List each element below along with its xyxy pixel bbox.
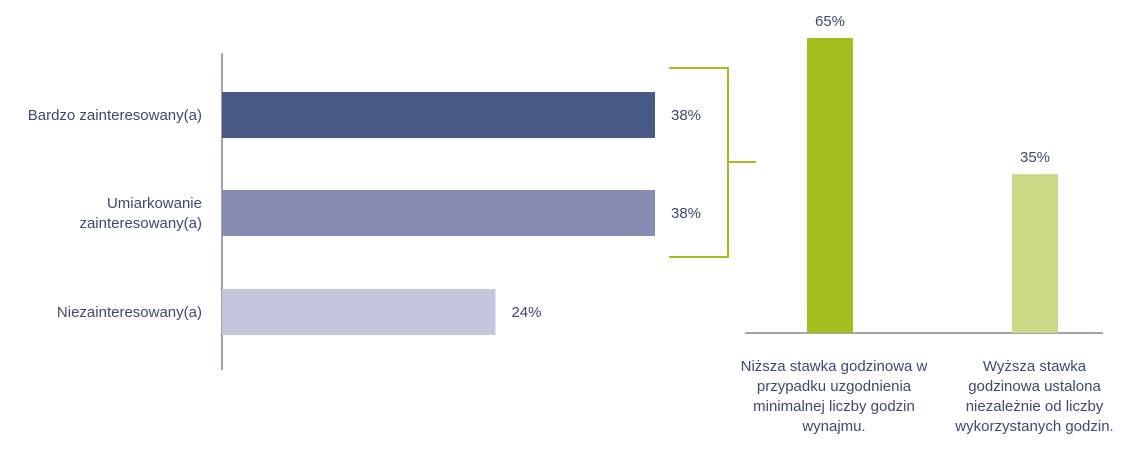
vertical-bar-0 — [807, 38, 853, 333]
horizontal-bar-2 — [222, 289, 496, 335]
horizontal-bar-1 — [222, 190, 655, 236]
horizontal-bar-0 — [222, 92, 655, 138]
horizontal-value-label-2: 24% — [511, 304, 541, 321]
horizontal-value-label-0: 38% — [671, 107, 701, 124]
horizontal-category-label-1-line-1: zainteresowany(a) — [79, 215, 202, 232]
horizontal-category-label-1-line-0: Umiarkowanie — [107, 195, 202, 212]
horizontal-category-label-0: Bardzo zainteresowany(a) — [28, 107, 202, 124]
grouping-bracket — [669, 67, 756, 258]
vertical-value-label-0: 65% — [815, 13, 845, 30]
vertical-value-label-1: 35% — [1020, 149, 1050, 166]
vertical-category-label-1: Wyższa stawka godzinowa ustalona niezale… — [955, 358, 1114, 435]
horizontal-value-label-1: 38% — [671, 205, 701, 222]
vertical-bar-1 — [1012, 174, 1058, 333]
horizontal-category-label-2: Niezainteresowany(a) — [57, 304, 202, 321]
vertical-category-label-0: Niższa stawka godzinowa w przypadku uzgo… — [740, 358, 928, 435]
